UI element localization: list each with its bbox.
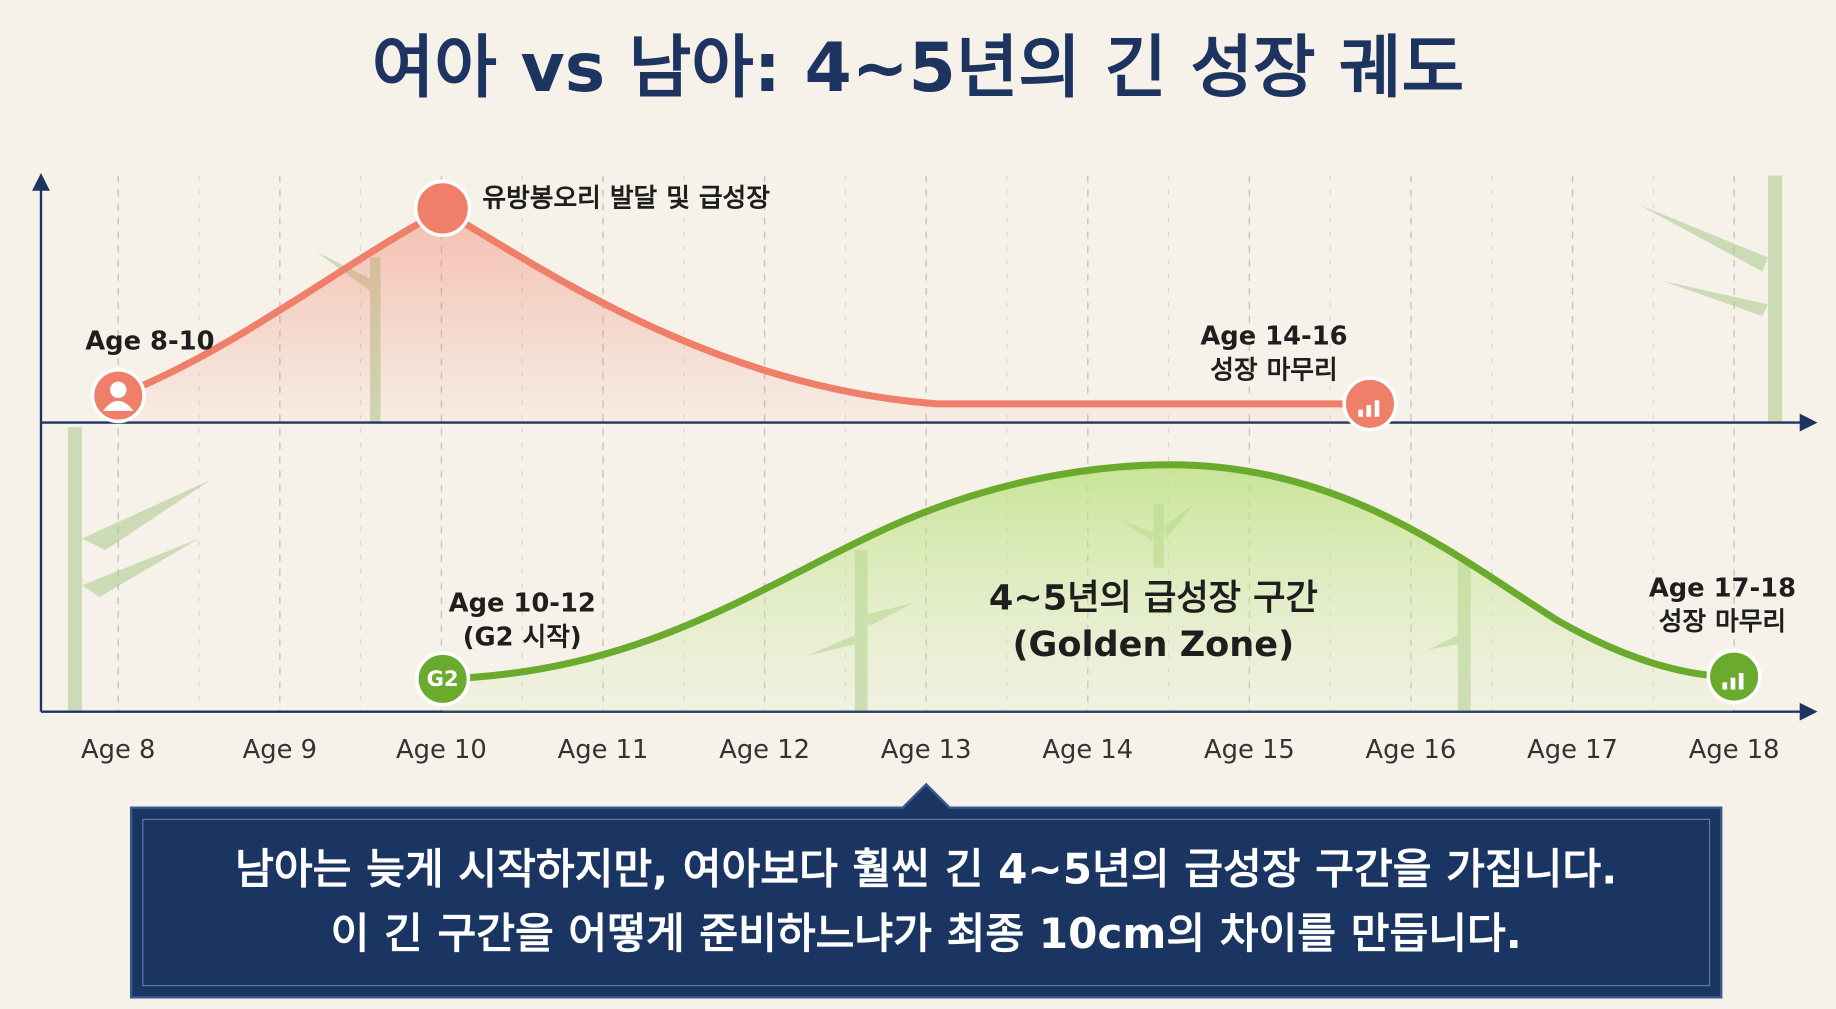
x-tick-label: Age 14 bbox=[1042, 735, 1133, 765]
golden-zone-label: 4~5년의 급성장 구간 bbox=[989, 577, 1318, 618]
x-axis-labels: Age 8 Age 9 Age 10 Age 11 Age 12 Age 13 Age 14… bbox=[81, 735, 1779, 765]
boys-end-icon bbox=[1706, 649, 1762, 705]
boys-start-icon bbox=[415, 651, 471, 707]
boys-area bbox=[442, 464, 1733, 712]
title: 여아 vs 남아: 4~5년의 긴 성장 궤도 bbox=[372, 29, 1464, 108]
x-tick-label: Age 17 bbox=[1527, 735, 1618, 765]
x-tick-label: Age 11 bbox=[558, 735, 649, 765]
girls-area bbox=[118, 210, 1370, 423]
person-icon bbox=[110, 381, 127, 398]
chart-icon bbox=[1358, 400, 1380, 417]
g2-badge: G2 bbox=[427, 666, 459, 691]
girls-start-label: Age 8-10 bbox=[85, 326, 214, 356]
caption-box bbox=[129, 782, 1723, 999]
caption-line: 남아는 늦게 시작하지만, 여아보다 훨씬 긴 4~5년의 급성장 구간을 가집… bbox=[235, 845, 1617, 894]
golden-zone-label: (Golden Zone) bbox=[1013, 624, 1295, 665]
boys-end-label: Age 17-18 bbox=[1649, 573, 1796, 603]
boys-end-label: 성장 마무리 bbox=[1659, 607, 1786, 637]
chart-icon bbox=[1722, 673, 1744, 690]
x-tick-label: Age 10 bbox=[396, 735, 487, 765]
x-tick-label: Age 18 bbox=[1689, 735, 1780, 765]
girls-end-label: Age 14-16 bbox=[1200, 322, 1347, 352]
boys-start-label: (G2 시작) bbox=[463, 622, 582, 652]
girls-peak-label: 유방봉오리 발달 및 급성장 bbox=[482, 183, 770, 213]
person-icon bbox=[103, 400, 134, 411]
x-tick-label: Age 13 bbox=[881, 735, 972, 765]
caption-line: 이 긴 구간을 어떻게 준비하느냐가 최종 10cm의 차이를 만듭니다. bbox=[331, 909, 1522, 958]
girls-peak-icon bbox=[413, 179, 472, 238]
boys-curve bbox=[439, 461, 1737, 683]
x-tick-label: Age 9 bbox=[243, 735, 317, 765]
girls-end-icon bbox=[1342, 376, 1398, 432]
x-tick-label: Age 12 bbox=[719, 735, 810, 765]
boys-start-label: Age 10-12 bbox=[449, 588, 596, 618]
girls-end-label: 성장 마무리 bbox=[1210, 356, 1337, 386]
x-tick-label: Age 16 bbox=[1366, 735, 1457, 765]
x-tick-label: Age 15 bbox=[1204, 735, 1295, 765]
x-tick-label: Age 8 bbox=[81, 735, 155, 765]
